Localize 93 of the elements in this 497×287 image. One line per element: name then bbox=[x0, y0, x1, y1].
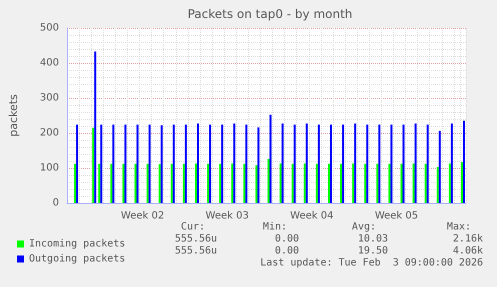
bar bbox=[196, 124, 199, 203]
bar bbox=[233, 124, 236, 203]
bar bbox=[231, 163, 234, 203]
text: 0.00 bbox=[274, 246, 300, 256]
bar bbox=[412, 163, 415, 203]
bar bbox=[170, 164, 173, 203]
bar bbox=[146, 164, 149, 203]
bar bbox=[270, 114, 272, 203]
y-tick-label: 400 bbox=[40, 58, 59, 68]
y-axis-title: packets bbox=[7, 94, 20, 137]
x-tick-label: Week 05 bbox=[374, 210, 418, 222]
text: 10.03 bbox=[358, 234, 388, 244]
bar bbox=[366, 124, 368, 203]
bar bbox=[219, 164, 222, 203]
text: 0.00 bbox=[274, 234, 300, 244]
bar bbox=[340, 164, 342, 203]
bar bbox=[257, 127, 260, 203]
bar bbox=[328, 164, 330, 203]
bar bbox=[110, 164, 112, 203]
bar bbox=[294, 124, 296, 203]
bar bbox=[304, 163, 306, 203]
bar bbox=[94, 51, 96, 203]
bar bbox=[172, 124, 175, 203]
bar bbox=[352, 163, 354, 203]
text: Avg: bbox=[352, 222, 376, 232]
text: 555.56u bbox=[174, 234, 218, 244]
bar bbox=[280, 163, 282, 203]
bar bbox=[282, 124, 284, 203]
bar bbox=[388, 164, 390, 203]
bar bbox=[414, 124, 417, 203]
bar bbox=[243, 164, 246, 203]
bar bbox=[148, 124, 151, 203]
bar bbox=[255, 165, 258, 203]
bar bbox=[184, 124, 187, 203]
bar bbox=[378, 124, 380, 203]
text: Cur: bbox=[180, 222, 206, 232]
x-tick-label: Week 04 bbox=[290, 210, 334, 222]
bar bbox=[292, 164, 294, 203]
bar bbox=[245, 124, 248, 203]
text: Max: bbox=[446, 222, 472, 232]
y-tick-label: 300 bbox=[40, 92, 59, 104]
bar bbox=[160, 125, 163, 203]
x-tick-label: Week 03 bbox=[206, 210, 249, 222]
text: Min: bbox=[262, 222, 288, 232]
bar bbox=[316, 164, 318, 203]
bar bbox=[136, 124, 139, 203]
bar bbox=[426, 124, 429, 203]
text: 19.50 bbox=[358, 246, 388, 256]
bar bbox=[74, 164, 76, 203]
bar bbox=[306, 124, 308, 203]
bar bbox=[207, 164, 210, 203]
bar bbox=[462, 120, 465, 203]
bar bbox=[158, 164, 161, 203]
bar bbox=[330, 124, 332, 203]
text: Last update: Tue Feb 3 09:00:00 2026 bbox=[260, 258, 484, 268]
bar bbox=[376, 164, 378, 203]
chart-title: Packets on tap0 - by month bbox=[188, 7, 352, 21]
bar bbox=[98, 164, 100, 203]
y-tick-label: 500 bbox=[40, 22, 59, 34]
text: 4.06k bbox=[452, 246, 484, 256]
bar bbox=[342, 124, 344, 203]
bar bbox=[436, 166, 439, 203]
bar bbox=[354, 124, 356, 203]
text: 2.16k bbox=[452, 234, 484, 244]
x-tick-label: Week 02 bbox=[120, 210, 164, 222]
legend-label: Outgoing packets bbox=[29, 254, 126, 264]
bar bbox=[450, 124, 453, 203]
bar bbox=[402, 124, 405, 203]
bar bbox=[438, 130, 441, 203]
bar bbox=[390, 124, 392, 203]
y-tick-label: 0 bbox=[52, 198, 59, 208]
bar bbox=[268, 158, 270, 203]
text: 555.56u bbox=[174, 246, 218, 256]
bar bbox=[364, 164, 366, 203]
bar bbox=[122, 164, 124, 203]
y-tick-label: 100 bbox=[40, 162, 59, 174]
bar bbox=[134, 164, 137, 203]
legend-label: Incoming packets bbox=[29, 238, 126, 250]
bar bbox=[460, 162, 463, 203]
bar bbox=[221, 124, 224, 203]
bar bbox=[424, 164, 427, 203]
bar bbox=[209, 124, 212, 203]
bar bbox=[400, 164, 403, 203]
bar bbox=[100, 124, 102, 203]
bar bbox=[318, 124, 320, 203]
bar bbox=[194, 163, 197, 203]
bar bbox=[76, 124, 78, 203]
y-tick-label: 200 bbox=[40, 128, 59, 138]
bar bbox=[92, 128, 94, 203]
bar bbox=[448, 163, 451, 203]
bar bbox=[112, 124, 114, 203]
bar bbox=[182, 164, 185, 203]
bar bbox=[124, 124, 126, 203]
